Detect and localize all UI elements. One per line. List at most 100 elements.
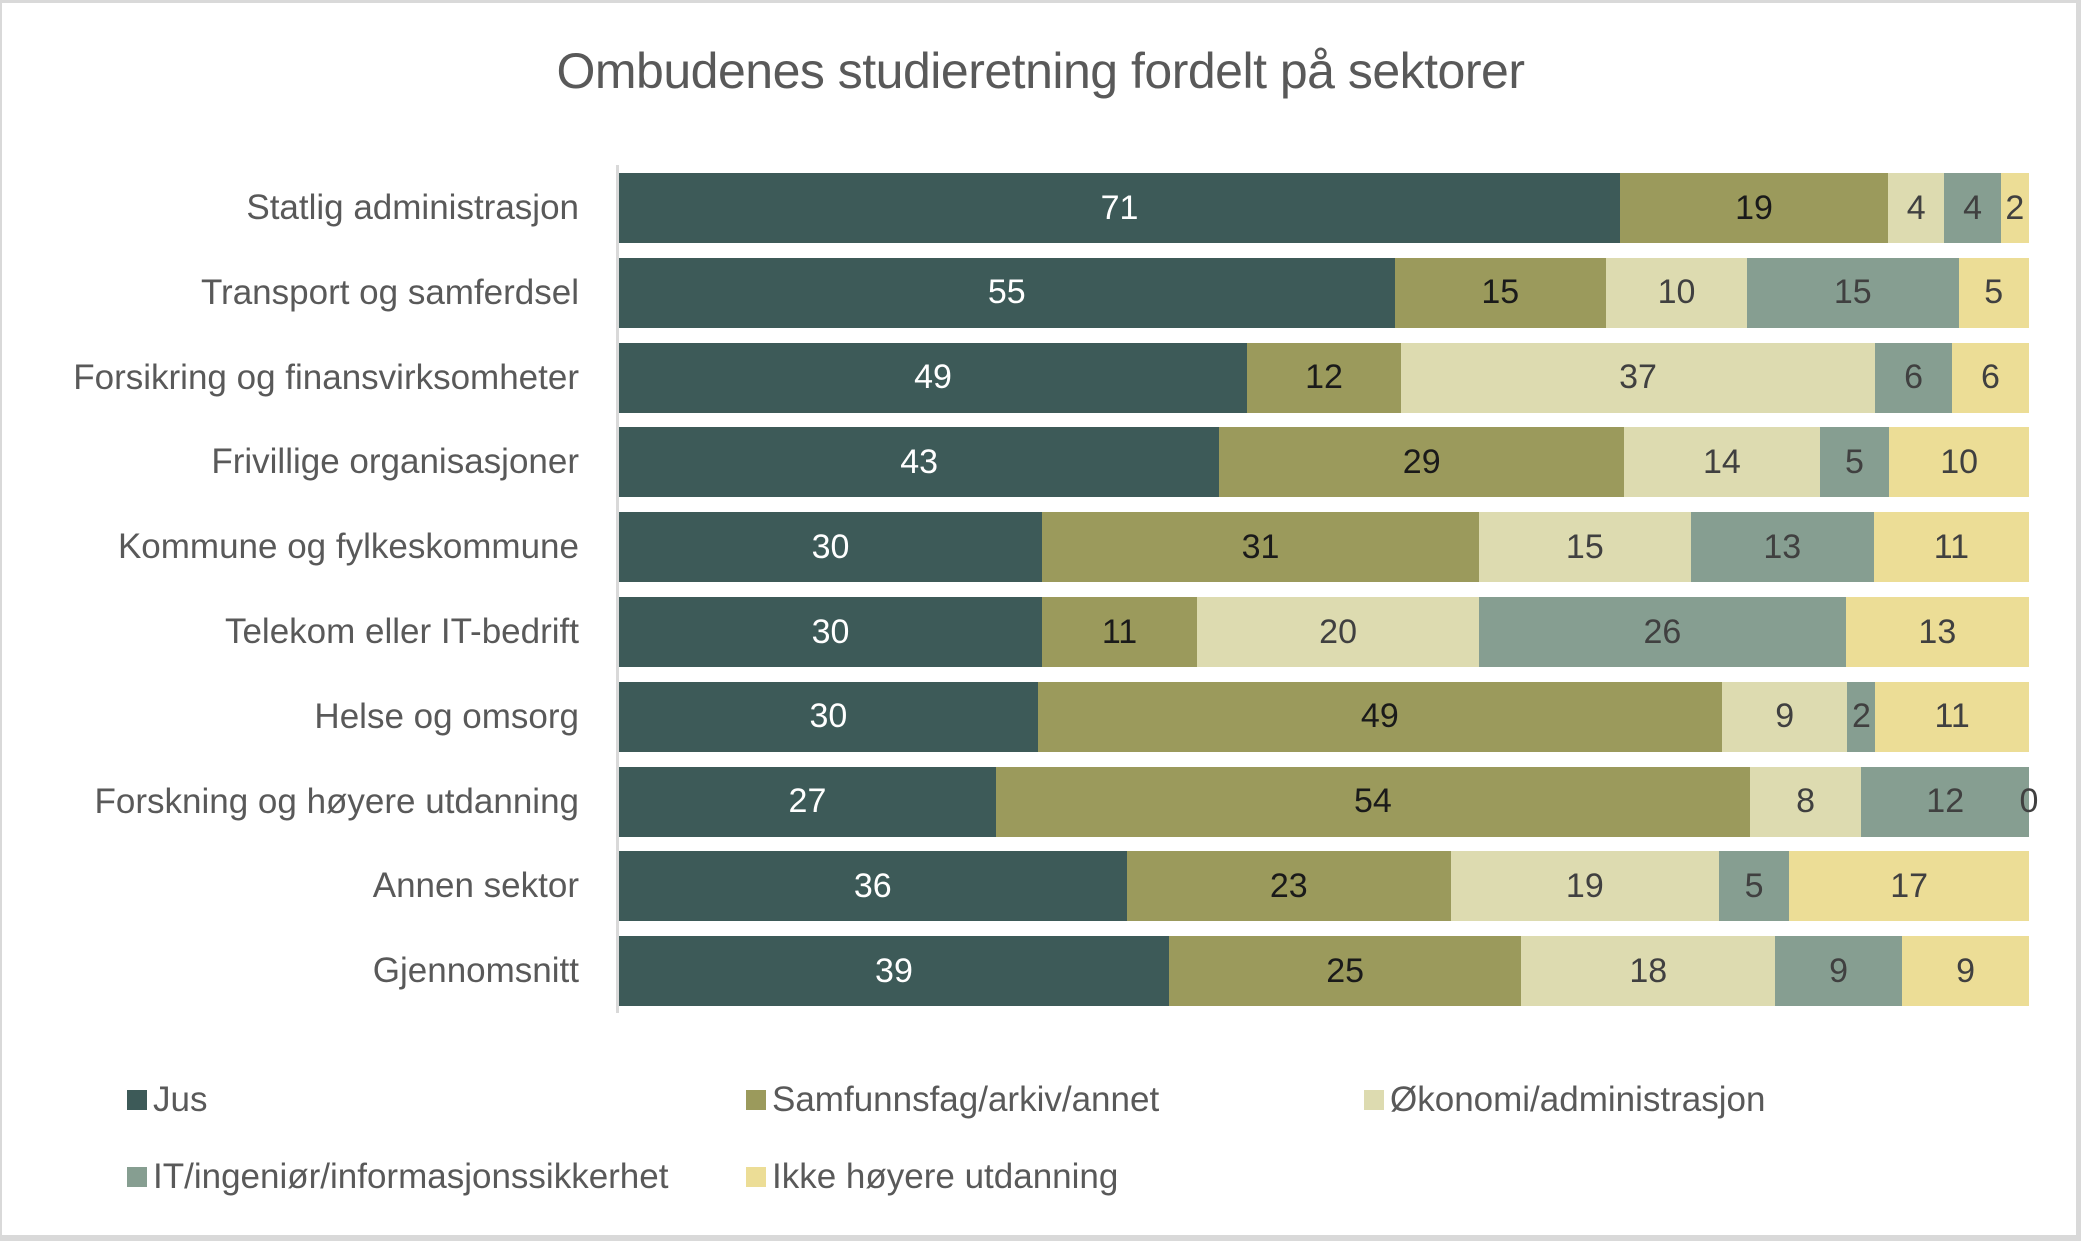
bar-row: 39 25 18 9 9 bbox=[619, 936, 2029, 1007]
data-label: 30 bbox=[811, 612, 850, 651]
data-label: 12 bbox=[1926, 782, 1965, 821]
bar-segment: 36 bbox=[619, 851, 1127, 922]
bar-row: 36 23 19 5 17 bbox=[619, 851, 2029, 922]
bar-segment: 5 bbox=[1958, 257, 2029, 328]
bar-segment: 18 bbox=[1521, 936, 1776, 1007]
data-label: 13 bbox=[1918, 612, 1957, 651]
legend-swatch-icon bbox=[1364, 1090, 1384, 1110]
legend-swatch-icon bbox=[746, 1167, 766, 1187]
data-label: 25 bbox=[1326, 951, 1365, 990]
data-label: 6 bbox=[1981, 358, 2000, 397]
bar-segment: 9 bbox=[1721, 681, 1848, 752]
data-label: 26 bbox=[1643, 612, 1682, 651]
data-label: 36 bbox=[853, 866, 892, 905]
bar-segment: 27 bbox=[619, 766, 996, 837]
bar-segment: 15 bbox=[1479, 512, 1691, 583]
legend-label: Jus bbox=[153, 1080, 208, 1119]
legend-swatch-icon bbox=[746, 1090, 766, 1110]
legend-item: Samfunnsfag/arkiv/annet bbox=[746, 1080, 1159, 1120]
category-label: Transport og samferdsel bbox=[200, 272, 579, 312]
bar-row: 27 54 8 12 0 bbox=[619, 766, 2038, 837]
bar-segment: 12 bbox=[1247, 342, 1401, 413]
data-label: 14 bbox=[1702, 442, 1741, 481]
bar-segment: 31 bbox=[1042, 512, 1480, 583]
bar-segment: 39 bbox=[619, 936, 1169, 1007]
category-label: Helse og omsorg bbox=[314, 696, 579, 736]
bar-row: 30 49 9 2 11 bbox=[619, 681, 2029, 752]
data-label: 18 bbox=[1629, 951, 1668, 990]
legend-label: Økonomi/administrasjon bbox=[1390, 1080, 1766, 1119]
bar-segment: 10 bbox=[1606, 257, 1747, 328]
bar-row: 49 12 37 6 6 bbox=[619, 342, 2029, 413]
data-label: 17 bbox=[1890, 866, 1929, 905]
bar-segment: 4 bbox=[1887, 173, 1945, 243]
category-axis-line bbox=[616, 165, 619, 1013]
data-label: 11 bbox=[1101, 612, 1138, 651]
bar-segment: 9 bbox=[1902, 936, 2029, 1007]
bar-segment: 11 bbox=[1873, 512, 2029, 583]
bar-segment: 20 bbox=[1197, 597, 1480, 667]
category-label: Telekom eller IT-bedrift bbox=[224, 612, 579, 651]
data-label: 0 bbox=[2019, 782, 2039, 821]
data-label: 29 bbox=[1402, 442, 1441, 481]
data-label: 30 bbox=[809, 697, 848, 736]
legend-label: Ikke høyere utdanning bbox=[772, 1157, 1119, 1196]
data-label: 5 bbox=[1984, 273, 2004, 312]
data-label: 9 bbox=[1829, 951, 1849, 990]
data-label: 55 bbox=[987, 273, 1026, 312]
bar-segment: 13 bbox=[1845, 597, 2029, 667]
bar-row: 43 29 14 5 10 bbox=[619, 427, 2029, 498]
legend-label: IT/ingeniør/informasjonssikkerhet bbox=[153, 1157, 669, 1196]
data-label: 9 bbox=[1956, 951, 1975, 990]
data-label: 15 bbox=[1481, 273, 1520, 312]
category-label: Forskning og høyere utdanning bbox=[94, 781, 579, 821]
data-label: 6 bbox=[1904, 358, 1924, 397]
bar-segment: 2 bbox=[2000, 173, 2029, 243]
data-label: 20 bbox=[1319, 612, 1357, 651]
bar-segment: 8 bbox=[1749, 766, 1862, 837]
bar-segment: 14 bbox=[1624, 427, 1820, 498]
bar-segment: 30 bbox=[619, 512, 1042, 583]
bar-segment: 13 bbox=[1690, 512, 1874, 583]
legend-swatch-icon bbox=[127, 1167, 147, 1187]
bar-segment: 71 bbox=[619, 173, 1621, 243]
category-label: Frivillige organisasjoner bbox=[211, 442, 579, 482]
bar-segment: 19 bbox=[1450, 851, 1719, 922]
data-label: 2 bbox=[2005, 188, 2025, 227]
bar-segment: 5 bbox=[1718, 851, 1790, 922]
bar-row: 30 31 15 13 11 bbox=[619, 512, 2029, 583]
bar-segment: 5 bbox=[1819, 427, 1890, 498]
bar-segment: 10 bbox=[1889, 427, 2029, 498]
legend-item: Ikke høyere utdanning bbox=[746, 1157, 1118, 1197]
bar-row: 71 19 4 4 2 bbox=[619, 173, 2029, 243]
chart-title: Ombudenes studieretning fordelt på sekto… bbox=[556, 43, 1525, 99]
bar-segment: 23 bbox=[1126, 851, 1451, 922]
bar-segment: 43 bbox=[619, 427, 1220, 498]
data-label: 31 bbox=[1241, 527, 1280, 566]
data-label: 4 bbox=[1963, 188, 1983, 227]
bar-segment: 54 bbox=[995, 766, 1750, 837]
bar-row: 55 15 10 15 5 bbox=[619, 257, 2029, 328]
data-label: 54 bbox=[1353, 782, 1392, 821]
data-label: 9 bbox=[1775, 697, 1795, 736]
legend-item: Jus bbox=[127, 1080, 207, 1120]
data-label: 15 bbox=[1833, 273, 1872, 312]
bar-segment: 30 bbox=[619, 597, 1042, 667]
bar-segment: 49 bbox=[619, 342, 1248, 413]
category-label: Statlig administrasjon bbox=[246, 188, 579, 227]
bar-segment: 6 bbox=[1875, 342, 1953, 413]
data-label: 49 bbox=[1360, 697, 1399, 736]
category-label: Annen sektor bbox=[372, 866, 579, 906]
data-label: 4 bbox=[1906, 188, 1926, 227]
bar-segment: 55 bbox=[619, 257, 1395, 328]
data-label: 27 bbox=[788, 782, 827, 821]
data-label: 11 bbox=[1933, 527, 1970, 566]
data-label: 8 bbox=[1796, 782, 1816, 821]
data-label: 12 bbox=[1305, 358, 1343, 397]
data-label: 49 bbox=[914, 358, 952, 397]
bar-segment: 12 bbox=[1861, 766, 2029, 837]
data-label: 5 bbox=[1845, 442, 1864, 481]
category-label: Kommune og fylkeskommune bbox=[117, 527, 579, 567]
legend-item: IT/ingeniør/informasjonssikkerhet bbox=[127, 1157, 668, 1197]
data-label: 71 bbox=[1100, 188, 1139, 227]
